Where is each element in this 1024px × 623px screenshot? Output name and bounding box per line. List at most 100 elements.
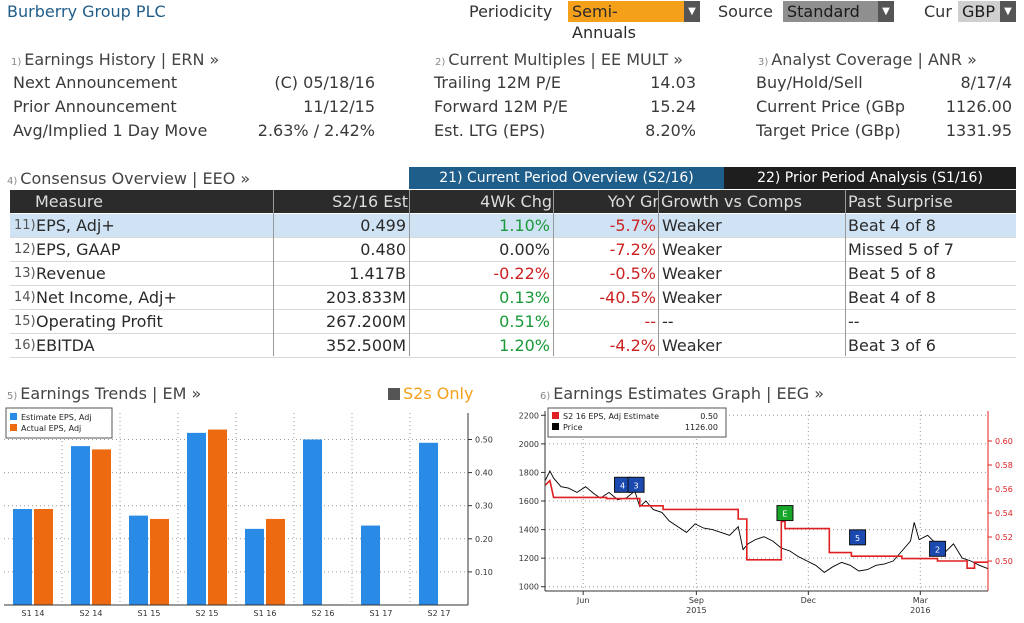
- row-divider: [10, 237, 1016, 238]
- table-row[interactable]: 15) Operating Profit 267.200M 0.51% -- -- --: [10, 310, 1016, 334]
- source-select[interactable]: Standard: [783, 1, 878, 22]
- legend-label: Price: [563, 423, 583, 432]
- earnings-history-link[interactable]: 1) Earnings History | ERN »: [11, 50, 219, 69]
- y-left-tick-label: 1600: [519, 497, 539, 506]
- table-row[interactable]: 12) EPS, GAAP 0.480 0.00% -7.2% Weaker Missed …: [10, 238, 1016, 262]
- estimates-title: Earnings Estimates Graph | EEG »: [553, 384, 825, 403]
- past-surprise-cell: Beat 4 of 8: [848, 288, 936, 307]
- col-divider: [658, 190, 659, 356]
- estimate-cell: 0.499: [360, 216, 406, 235]
- currency-select[interactable]: GBP: [958, 1, 1000, 22]
- measure-cell: Revenue: [36, 264, 106, 283]
- consensus-num: 4): [7, 176, 18, 187]
- actual-bar: [150, 518, 169, 605]
- x-tick-label: Dec: [801, 596, 816, 605]
- legend-swatch: [10, 413, 17, 420]
- estimates-num: 6): [540, 391, 551, 402]
- y-tick-label: 0.10: [475, 568, 493, 577]
- growth-vs-comps-cell: Weaker: [662, 240, 722, 259]
- periodicity-dropdown-icon[interactable]: ▼: [684, 1, 700, 22]
- measure-cell: EBITDA: [36, 336, 95, 355]
- row-number: 15): [14, 314, 36, 329]
- current-multiples-link[interactable]: 2) Current Multiples | EE MULT »: [435, 50, 683, 69]
- row-number: 11): [14, 218, 36, 233]
- past-surprise-cell: Beat 5 of 8: [848, 264, 936, 283]
- legend-label: S2 16 EPS, Adj Estimate: [563, 412, 659, 421]
- company-name: Burberry Group PLC: [7, 2, 166, 21]
- legend-label: Estimate EPS, Adj: [21, 413, 92, 422]
- col-4wk-chg[interactable]: 4Wk Chg: [480, 192, 552, 211]
- estimate-bar: [187, 432, 206, 605]
- tab-current-period[interactable]: 21) Current Period Overview (S2/16): [409, 167, 724, 189]
- legend-swatch: [552, 423, 559, 430]
- buy-hold-sell-value: 8/17/4: [960, 73, 1013, 92]
- trends-num: 5): [7, 391, 18, 402]
- source-dropdown-icon[interactable]: ▼: [878, 1, 894, 22]
- earnings-trends-link[interactable]: 5) Earnings Trends | EM »: [7, 384, 201, 403]
- earnings-estimates-link[interactable]: 6) Earnings Estimates Graph | EEG »: [540, 384, 824, 403]
- consensus-header-row: Measure S2/16 Est 4Wk Chg YoY Gr Growth …: [10, 190, 1016, 213]
- table-row[interactable]: 11) EPS, Adj+ 0.499 1.10% -5.7% Weaker Beat 4 …: [10, 214, 1016, 238]
- legend-value: 0.50: [700, 412, 718, 421]
- four-week-change-cell: -0.22%: [493, 264, 550, 283]
- table-row[interactable]: 16) EBITDA 352.500M 1.20% -4.2% Weaker Beat 3 …: [10, 334, 1016, 358]
- s2s-only-toggle[interactable]: S2s Only: [388, 384, 473, 403]
- past-surprise-cell: Missed 5 of 7: [848, 240, 954, 259]
- analyst-coverage-link[interactable]: 3) Analyst Coverage | ANR »: [758, 50, 977, 69]
- col-yoy-gr[interactable]: YoY Gr: [607, 192, 659, 211]
- price-line: [544, 470, 989, 573]
- trailing-pe-label: Trailing 12M P/E: [434, 73, 561, 92]
- yoy-growth-cell: -7.2%: [609, 240, 656, 259]
- growth-vs-comps-cell: Weaker: [662, 216, 722, 235]
- s2s-only-label: S2s Only: [403, 384, 474, 403]
- x-tick-label: S1 17: [370, 609, 393, 618]
- current-multiples-num: 2): [435, 57, 446, 68]
- four-week-change-cell: 0.13%: [499, 288, 550, 307]
- col-est[interactable]: S2/16 Est: [332, 192, 408, 211]
- x-tick-label: S1 14: [22, 609, 45, 618]
- tab-prior-period[interactable]: 22) Prior Period Analysis (S1/16): [724, 167, 1016, 189]
- table-row[interactable]: 13) Revenue 1.417B -0.22% -0.5% Weaker Beat 5 …: [10, 262, 1016, 286]
- yoy-growth-cell: -4.2%: [609, 336, 656, 355]
- next-announcement-label: Next Announcement: [13, 73, 178, 92]
- x-tick-year-label: 2016: [910, 606, 930, 615]
- x-tick-label: Jun: [576, 596, 590, 605]
- event-marker-label: 3: [634, 481, 639, 490]
- currency-dropdown-icon[interactable]: ▼: [1000, 1, 1016, 22]
- event-marker: [849, 529, 867, 546]
- y-left-tick-label: 1800: [519, 468, 539, 477]
- actual-bar: [266, 518, 285, 605]
- current-multiples-title: Current Multiples | EE MULT »: [448, 50, 684, 69]
- col-measure[interactable]: Measure: [35, 192, 103, 211]
- periodicity-select[interactable]: Semi-Annuals: [568, 1, 684, 42]
- x-tick-label: Mar: [913, 596, 929, 605]
- growth-vs-comps-cell: --: [662, 312, 674, 331]
- x-tick-label: S2 14: [80, 609, 103, 618]
- estimate-bar: [71, 446, 90, 605]
- y-right-tick-label: 0.50: [995, 557, 1013, 566]
- four-week-change-cell: 0.00%: [499, 240, 550, 259]
- y-right-tick-label: 0.56: [995, 485, 1013, 494]
- col-past-surprise[interactable]: Past Surprise: [848, 192, 953, 211]
- avg-move-label: Avg/Implied 1 Day Move: [13, 121, 208, 140]
- actual-bar: [208, 429, 227, 605]
- estimate-bar: [419, 442, 438, 605]
- checkbox-icon: [388, 388, 400, 400]
- forward-pe-value: 15.24: [650, 97, 696, 116]
- col-growth-vs-comps[interactable]: Growth vs Comps: [661, 192, 802, 211]
- consensus-overview-link[interactable]: 4) Consensus Overview | EEO »: [7, 169, 250, 188]
- y-left-tick-label: 1200: [519, 554, 539, 563]
- y-left-tick-label: 2000: [519, 440, 539, 449]
- forward-pe-label: Forward 12M P/E: [434, 97, 568, 116]
- source-label: Source: [718, 2, 773, 21]
- event-marker-label: E: [782, 510, 787, 519]
- four-week-change-cell: 1.10%: [499, 216, 550, 235]
- trailing-pe-value: 14.03: [650, 73, 696, 92]
- row-divider: [10, 261, 1016, 262]
- event-marker: [929, 540, 947, 557]
- y-tick-label: 0.30: [475, 502, 493, 511]
- table-row[interactable]: 14) Net Income, Adj+ 203.833M 0.13% -40.5% We…: [10, 286, 1016, 310]
- past-surprise-cell: Beat 3 of 6: [848, 336, 936, 355]
- measure-cell: EPS, GAAP: [36, 240, 121, 259]
- yoy-growth-cell: --: [644, 312, 656, 331]
